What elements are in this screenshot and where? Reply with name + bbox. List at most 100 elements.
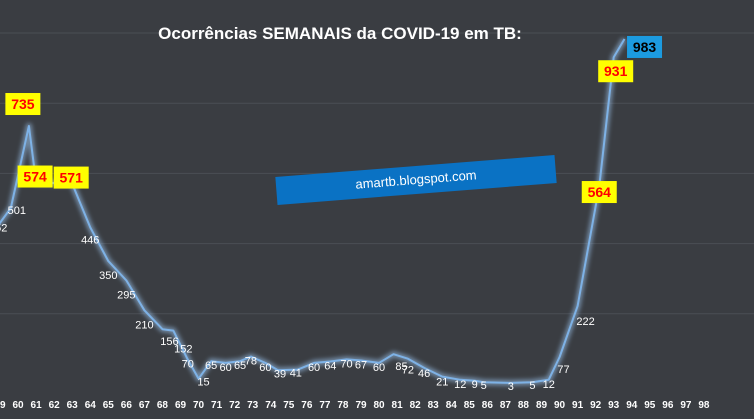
x-tick-label: 75 [283, 400, 295, 411]
x-tick-label: 73 [247, 400, 259, 411]
data-label-text: 65 [234, 360, 246, 372]
x-tick-label: 86 [482, 400, 494, 411]
data-label-text: 77 [557, 364, 569, 376]
data-label: 446 [81, 234, 99, 246]
data-label-text: 9 [472, 379, 478, 391]
x-tick-label: 70 [193, 400, 205, 411]
data-label: 350 [99, 270, 117, 282]
data-label-text: 46 [418, 368, 430, 380]
data-label-text: 70 [340, 358, 352, 370]
x-tick-label: 91 [572, 400, 584, 411]
x-tick-label: 62 [49, 400, 61, 411]
data-label: 735 [5, 93, 41, 116]
data-label-text: 64 [324, 361, 336, 373]
data-label-text: 60 [373, 362, 385, 374]
data-label: 60 [373, 362, 385, 374]
x-tick-label: 66 [121, 400, 133, 411]
data-label: 9 [472, 379, 478, 391]
x-tick-label: 61 [31, 400, 43, 411]
x-tick-label: 93 [608, 400, 620, 411]
x-tick-label: 87 [500, 400, 512, 411]
data-label-box [581, 181, 617, 204]
data-label-text: 60 [220, 362, 232, 374]
series-line [0, 38, 626, 384]
x-tick-label: 97 [680, 400, 692, 411]
data-label: 21 [436, 377, 448, 389]
data-label-text: 21 [436, 377, 448, 389]
data-label-text: 5 [481, 380, 487, 392]
data-label: 12 [454, 379, 466, 391]
data-label-text: 210 [135, 319, 153, 331]
data-label-text: 5 [529, 380, 535, 392]
data-label-text: 85 [395, 361, 407, 373]
data-label-text: 222 [576, 316, 594, 328]
data-label-text: 60 [308, 362, 320, 374]
data-label-group: 4525017355745714463502952101561527015656… [0, 35, 663, 393]
data-label: 983 [627, 35, 663, 58]
x-tick-label: 98 [698, 400, 710, 411]
data-label-text: 3 [508, 381, 514, 393]
data-label: 564 [581, 181, 617, 204]
data-label-text: 350 [99, 270, 117, 282]
x-tick-label: 63 [67, 400, 79, 411]
data-label: 574 [17, 165, 53, 188]
x-tick-label: 94 [626, 400, 638, 411]
data-label-text: 15 [197, 377, 209, 389]
data-label: 222 [576, 316, 594, 328]
data-label: 3 [508, 381, 514, 393]
x-tick-label: 92 [590, 400, 602, 411]
x-tick-label: 81 [392, 400, 404, 411]
data-label: 46 [418, 368, 430, 380]
data-label-text: 65 [205, 360, 217, 372]
data-label: 72 [402, 365, 414, 377]
data-label-text: 452 [0, 222, 7, 234]
x-tick-label: 85 [464, 400, 476, 411]
data-label-text: 70 [182, 358, 194, 370]
series-line-glow [0, 37, 628, 386]
x-tick-label: 67 [139, 400, 151, 411]
x-tick-label: 69 [175, 400, 187, 411]
data-label: 501 [8, 205, 26, 217]
data-label-text: 735 [11, 96, 35, 112]
data-label: 65 [234, 360, 246, 372]
x-tick-label: 80 [373, 400, 385, 411]
data-label-text: 39 [274, 368, 286, 380]
data-label-box [17, 165, 53, 188]
x-tick-label: 77 [319, 400, 331, 411]
data-label: 571 [53, 166, 89, 189]
series-line-group [0, 37, 628, 386]
data-label-text: 295 [117, 289, 135, 301]
data-label-text: 156 [160, 336, 178, 348]
data-label-text: 983 [633, 39, 657, 55]
x-tick-label-group: 59 60 61 62 63 64 65 66 67 68 69 70 71 72 73 74 75 76 77 78… [0, 400, 710, 411]
data-label-text: 446 [81, 234, 99, 246]
data-label-text: 571 [60, 170, 84, 186]
x-tick-label: 76 [301, 400, 313, 411]
data-label: 70 [340, 358, 352, 370]
data-label-text: 72 [402, 365, 414, 377]
data-label: 152 [174, 344, 192, 356]
data-label-box [5, 93, 41, 116]
data-label: 156 [160, 336, 178, 348]
data-label: 85 [395, 361, 407, 373]
data-label: 65 [205, 360, 217, 372]
data-label: 931 [598, 60, 634, 83]
data-label: 15 [197, 377, 209, 389]
x-tick-label: 74 [265, 400, 277, 411]
x-tick-label: 84 [446, 400, 458, 411]
data-label: 5 [529, 380, 535, 392]
x-tick-label: 83 [428, 400, 440, 411]
data-label-text: 78 [245, 356, 257, 368]
x-tick-label: 96 [662, 400, 674, 411]
chart-title: Ocorrências SEMANAIS da COVID-19 em TB: [158, 24, 522, 43]
x-tick-label: 71 [211, 400, 223, 411]
data-label-text: 574 [23, 169, 47, 185]
data-label: 210 [135, 319, 153, 331]
data-label-text: 67 [355, 359, 367, 371]
data-label-text: 564 [588, 184, 612, 200]
data-label: 67 [355, 359, 367, 371]
data-label-text: 41 [290, 368, 302, 380]
x-tick-label: 68 [157, 400, 169, 411]
